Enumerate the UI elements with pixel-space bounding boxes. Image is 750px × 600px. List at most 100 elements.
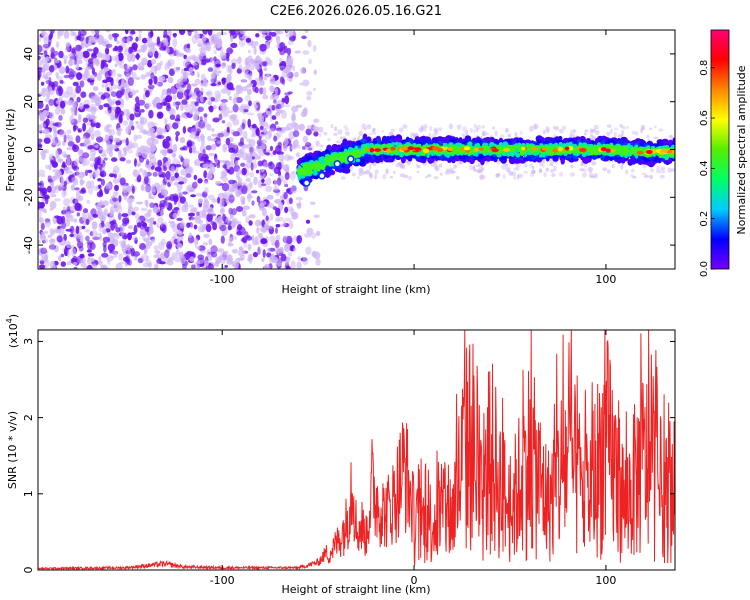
noise-dot	[232, 142, 237, 150]
noise-dot	[193, 224, 198, 230]
noise-dot	[610, 128, 613, 134]
noise-dot	[252, 251, 258, 258]
noise-dot	[241, 144, 247, 149]
noise-dot	[266, 247, 271, 252]
noise-dot	[196, 72, 200, 78]
noise-dot	[282, 179, 288, 185]
noise-dot	[91, 229, 98, 238]
noise-dot	[108, 128, 116, 137]
noise-dot	[242, 34, 247, 40]
noise-dot	[313, 69, 317, 75]
noise-dot	[58, 227, 65, 237]
noise-dot	[172, 38, 178, 48]
noise-dot	[275, 224, 281, 228]
noise-dot	[173, 50, 179, 57]
noise-dot	[48, 99, 55, 106]
noise-dot	[194, 207, 198, 212]
noise-dot	[45, 122, 49, 131]
noise-dot	[148, 262, 152, 269]
noise-dot	[232, 104, 239, 113]
noise-dot	[255, 127, 260, 137]
noise-dot	[260, 238, 268, 245]
noise-dot	[392, 170, 396, 175]
noise-dot	[126, 197, 134, 204]
noise-dot	[217, 197, 221, 204]
noise-dot	[97, 184, 102, 190]
noise-dot	[65, 134, 70, 139]
noise-dot	[245, 94, 251, 102]
noise-dot	[200, 250, 206, 254]
noise-dot	[170, 165, 175, 172]
noise-dot	[134, 106, 140, 113]
noise-dot	[593, 135, 597, 139]
noise-dot	[221, 105, 227, 112]
noise-dot	[264, 124, 272, 130]
noise-dot	[118, 85, 122, 91]
noise-dot	[318, 126, 324, 133]
noise-dot	[81, 212, 86, 222]
noise-dot	[114, 184, 119, 192]
noise-dot	[104, 125, 109, 133]
noise-dot	[210, 73, 217, 83]
noise-dot	[220, 61, 227, 69]
noise-dot	[87, 216, 94, 221]
noise-dot	[93, 185, 99, 191]
noise-dot	[287, 59, 294, 66]
noise-dot	[256, 195, 261, 203]
noise-dot	[41, 91, 47, 98]
noise-dot	[181, 99, 188, 105]
noise-dot	[48, 244, 57, 250]
noise-dot	[649, 174, 653, 179]
noise-dot	[203, 77, 208, 87]
noise-dot	[145, 90, 150, 98]
noise-dot	[212, 105, 217, 109]
noise-dot	[54, 198, 61, 202]
noise-dot	[123, 63, 131, 73]
noise-dot	[207, 100, 213, 106]
noise-dot	[177, 200, 181, 207]
signal-ridge	[296, 133, 675, 187]
noise-dot	[230, 35, 234, 42]
noise-dot	[223, 132, 230, 137]
noise-dot	[86, 48, 93, 52]
noise-dot	[305, 128, 312, 136]
noise-dot	[161, 224, 167, 234]
noise-dot	[199, 95, 204, 103]
noise-dot	[150, 72, 155, 80]
noise-dot	[51, 161, 59, 168]
noise-dot	[214, 35, 221, 44]
noise-dot	[291, 111, 296, 120]
noise-dot	[55, 87, 64, 96]
noise-dot	[50, 52, 55, 59]
noise-dot	[274, 30, 280, 33]
noise-dot	[38, 73, 41, 81]
noise-dot	[165, 136, 171, 142]
noise-dot	[58, 114, 63, 121]
noise-dot	[55, 150, 59, 159]
noise-dot	[293, 247, 297, 252]
noise-dot	[131, 185, 135, 194]
noise-dot	[43, 36, 49, 45]
noise-dot	[286, 188, 290, 193]
noise-dot	[112, 191, 118, 199]
noise-dot	[278, 201, 284, 211]
noise-dot	[75, 225, 80, 235]
noise-dot	[236, 231, 243, 236]
noise-dot	[172, 143, 178, 153]
noise-dot	[228, 243, 234, 247]
noise-dot	[129, 113, 135, 121]
noise-dot	[139, 109, 145, 113]
noise-dot	[218, 218, 223, 227]
noise-dot	[117, 127, 122, 137]
noise-dot	[171, 152, 177, 158]
noise-dot	[70, 184, 75, 191]
noise-dot	[248, 83, 254, 87]
noise-dot	[259, 43, 267, 52]
noise-dot	[172, 212, 178, 219]
noise-dot	[80, 234, 84, 243]
noise-dot	[137, 257, 144, 264]
noise-dot	[187, 30, 192, 37]
noise-dot	[625, 126, 630, 129]
noise-dot	[582, 172, 587, 178]
noise-dot	[221, 77, 226, 85]
